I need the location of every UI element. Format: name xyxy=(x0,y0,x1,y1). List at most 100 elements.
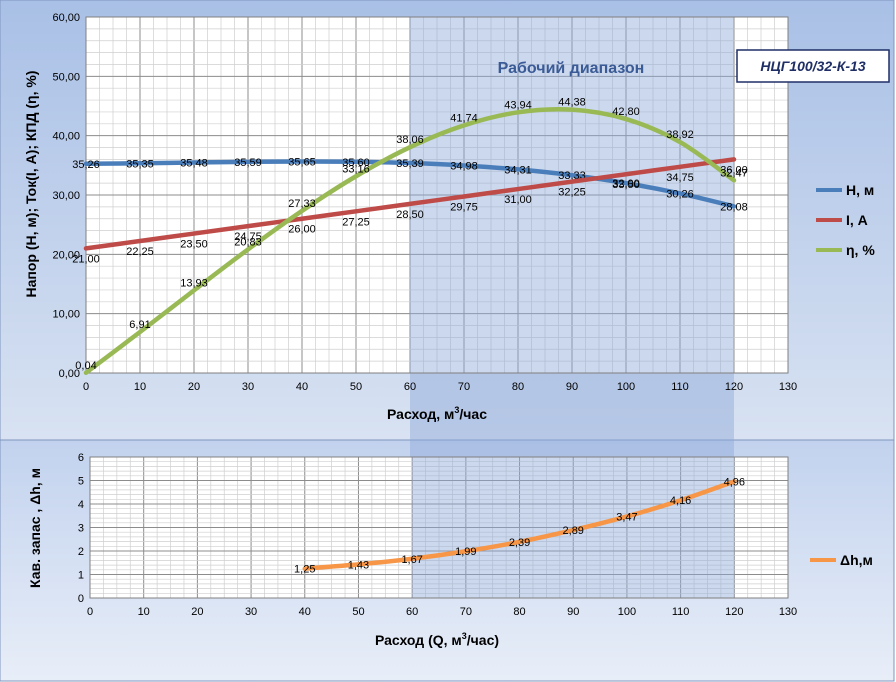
bottom-series-group: 1,25 1,43 1,67 1,99 2,39 2,89 3,47 4,16 4,96 xyxy=(294,476,745,575)
data-label-H: 35,48 xyxy=(180,157,208,169)
data-label-H: 28,08 xyxy=(720,201,748,213)
x-tick-label: 80 xyxy=(513,606,525,618)
top-plot-border xyxy=(85,16,789,374)
data-label-I: 32,25 xyxy=(558,187,586,199)
x-tick-label: 130 xyxy=(779,606,797,618)
data-label-H: 35,39 xyxy=(396,158,424,170)
data-label-eff: 44,38 xyxy=(558,97,586,109)
bottom-plot-border xyxy=(89,456,789,599)
x-tick-label: 60 xyxy=(404,381,416,393)
x-tick-label: 130 xyxy=(779,381,797,393)
data-label-I: 21,00 xyxy=(72,253,100,265)
legend-label-current: I, А xyxy=(846,212,868,228)
x-tick-label: 120 xyxy=(725,606,743,618)
x-tick-label: 70 xyxy=(460,606,472,618)
legend-label-head: Н, м xyxy=(846,182,874,198)
data-label-eff: 41,74 xyxy=(450,112,478,124)
x-tick-label: 50 xyxy=(350,381,362,393)
data-label-I: 27,25 xyxy=(342,216,370,228)
data-label-I: 31,00 xyxy=(504,194,532,206)
data-label-H: 34,98 xyxy=(450,160,478,172)
data-label-npsh: 2,39 xyxy=(509,537,530,549)
data-label-npsh: 1,43 xyxy=(348,559,369,571)
y-tick-label: 4 xyxy=(78,499,84,511)
data-label-I: 26,00 xyxy=(288,224,316,236)
x-tick-label: 110 xyxy=(671,381,689,393)
x-tick-label: 100 xyxy=(617,381,635,393)
x-tick-label: 90 xyxy=(567,606,579,618)
x-tick-label: 60 xyxy=(406,606,418,618)
y-tick-label: 0 xyxy=(78,593,84,605)
x-tick-label: 90 xyxy=(566,381,578,393)
y-tick-label: 1 xyxy=(78,570,84,582)
y-tick-label: 3 xyxy=(78,523,84,535)
bottom-gridlines xyxy=(89,456,789,599)
model-label-box xyxy=(736,49,890,83)
x-tick-label: 0 xyxy=(87,606,93,618)
data-label-H: 35,60 xyxy=(342,157,370,169)
x-tick-label: 100 xyxy=(618,606,636,618)
y-tick-label: 10,00 xyxy=(52,309,80,321)
data-label-npsh: 4,16 xyxy=(670,495,691,507)
x-tick-label: 110 xyxy=(672,606,690,618)
data-label-H: 35,59 xyxy=(234,157,262,169)
x-tick-label: 30 xyxy=(245,606,257,618)
data-label-npsh: 2,89 xyxy=(563,525,584,537)
x-tick-label: 80 xyxy=(512,381,524,393)
data-label-npsh: 1,99 xyxy=(455,546,476,558)
y-tick-label: 0,00 xyxy=(59,368,80,380)
x-tick-label: 0 xyxy=(83,381,89,393)
x-tick-label: 10 xyxy=(138,606,150,618)
data-label-H: 35,35 xyxy=(126,158,154,170)
data-label-eff: 0,04 xyxy=(75,360,96,372)
data-label-eff: 13,93 xyxy=(180,277,208,289)
data-label-npsh: 1,67 xyxy=(401,554,422,566)
data-label-H: 34,31 xyxy=(504,164,532,176)
top-tick-labels: 0 10 20 30 40 50 60 70 80 90 100 110 120 130 0,00 10,00… xyxy=(52,12,797,393)
working-range-band-bottom xyxy=(412,457,735,598)
data-label-npsh: 1,25 xyxy=(294,564,315,576)
data-label-npsh: 4,96 xyxy=(724,476,745,488)
data-label-I: 33,50 xyxy=(612,179,640,191)
data-label-H: 35,65 xyxy=(288,156,316,168)
x-tick-label: 10 xyxy=(134,381,146,393)
data-label-I: 22,25 xyxy=(126,246,154,258)
y-tick-label: 6 xyxy=(78,452,84,464)
y-tick-label: 2 xyxy=(78,546,84,558)
working-range-label: Рабочий диапазон xyxy=(498,60,645,77)
x-tick-label: 70 xyxy=(458,381,470,393)
x-tick-label: 50 xyxy=(352,606,364,618)
data-label-eff: 32,47 xyxy=(720,167,748,179)
data-label-I: 23,50 xyxy=(180,239,208,251)
top-legend: Н, м I, А η, % xyxy=(816,182,875,258)
data-label-H: 32,00 xyxy=(612,178,640,190)
bottom-x-axis-title: Расход (Q, м3/час) xyxy=(375,631,499,648)
data-label-I: 34,75 xyxy=(666,172,694,184)
data-label-eff: 33,16 xyxy=(342,163,370,175)
top-x-axis-title: Расход, м3/час xyxy=(387,405,487,422)
data-label-H: 30,26 xyxy=(666,188,694,200)
data-label-eff: 38,92 xyxy=(666,129,694,141)
bottom-tick-labels: 0 10 20 30 40 50 60 70 80 90 100 110 120 130 0 1 2 3 4 5 6 xyxy=(78,452,797,618)
top-series-group: 35,26 35,35 35,48 35,59 35,65 35,60 35,39 34,98… xyxy=(72,97,748,376)
data-label-eff: 27,33 xyxy=(288,198,316,210)
legend-label-npsh: Δh,м xyxy=(840,552,873,568)
bottom-y-axis-title: Кав. запас , Δh, м xyxy=(27,468,43,588)
data-label-eff: 43,94 xyxy=(504,99,532,111)
bottom-legend: Δh,м xyxy=(810,552,873,568)
data-label-I: 28,50 xyxy=(396,209,424,221)
x-tick-label: 20 xyxy=(191,606,203,618)
x-tick-label: 40 xyxy=(299,606,311,618)
x-tick-label: 30 xyxy=(242,381,254,393)
model-label: НЦГ100/32-К-13 xyxy=(760,58,865,74)
y-tick-label: 60,00 xyxy=(52,12,80,24)
legend-label-efficiency: η, % xyxy=(846,242,875,258)
y-tick-label: 30,00 xyxy=(52,190,80,202)
data-label-H: 35,26 xyxy=(72,159,100,171)
working-range-band-link xyxy=(410,373,734,457)
data-label-eff: 38,06 xyxy=(396,134,424,146)
data-label-npsh: 3,47 xyxy=(616,511,637,523)
y-tick-label: 20,00 xyxy=(52,249,80,261)
